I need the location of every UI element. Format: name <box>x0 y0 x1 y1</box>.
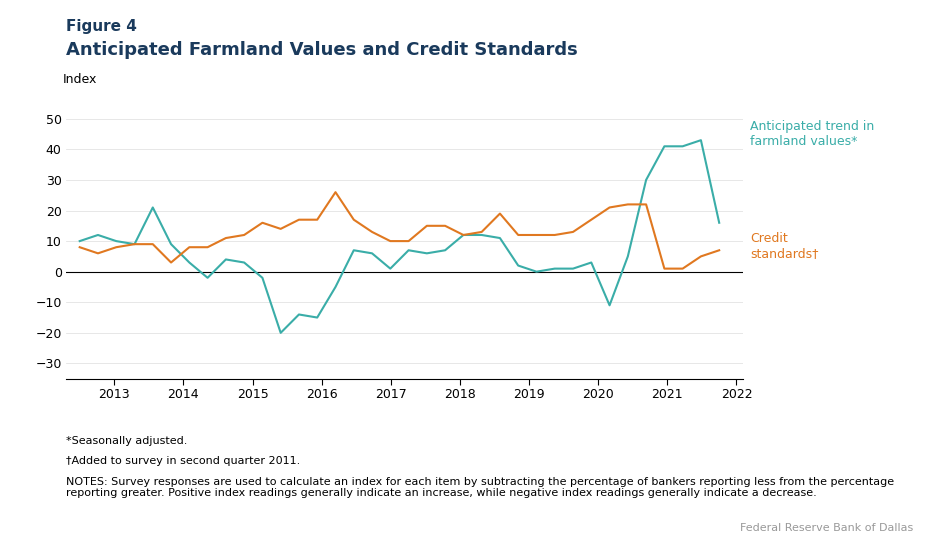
Text: Figure 4: Figure 4 <box>66 19 136 34</box>
Text: Anticipated trend in
farmland values*: Anticipated trend in farmland values* <box>750 120 874 148</box>
Text: Federal Reserve Bank of Dallas: Federal Reserve Bank of Dallas <box>740 523 913 533</box>
Text: Credit
standards†: Credit standards† <box>750 233 819 260</box>
Text: Index: Index <box>62 73 97 86</box>
Text: *Seasonally adjusted.: *Seasonally adjusted. <box>66 436 187 445</box>
Text: NOTES: Survey responses are used to calculate an index for each item by subtract: NOTES: Survey responses are used to calc… <box>66 477 894 498</box>
Text: Anticipated Farmland Values and Credit Standards: Anticipated Farmland Values and Credit S… <box>66 41 578 58</box>
Text: †Added to survey in second quarter 2011.: †Added to survey in second quarter 2011. <box>66 456 300 466</box>
